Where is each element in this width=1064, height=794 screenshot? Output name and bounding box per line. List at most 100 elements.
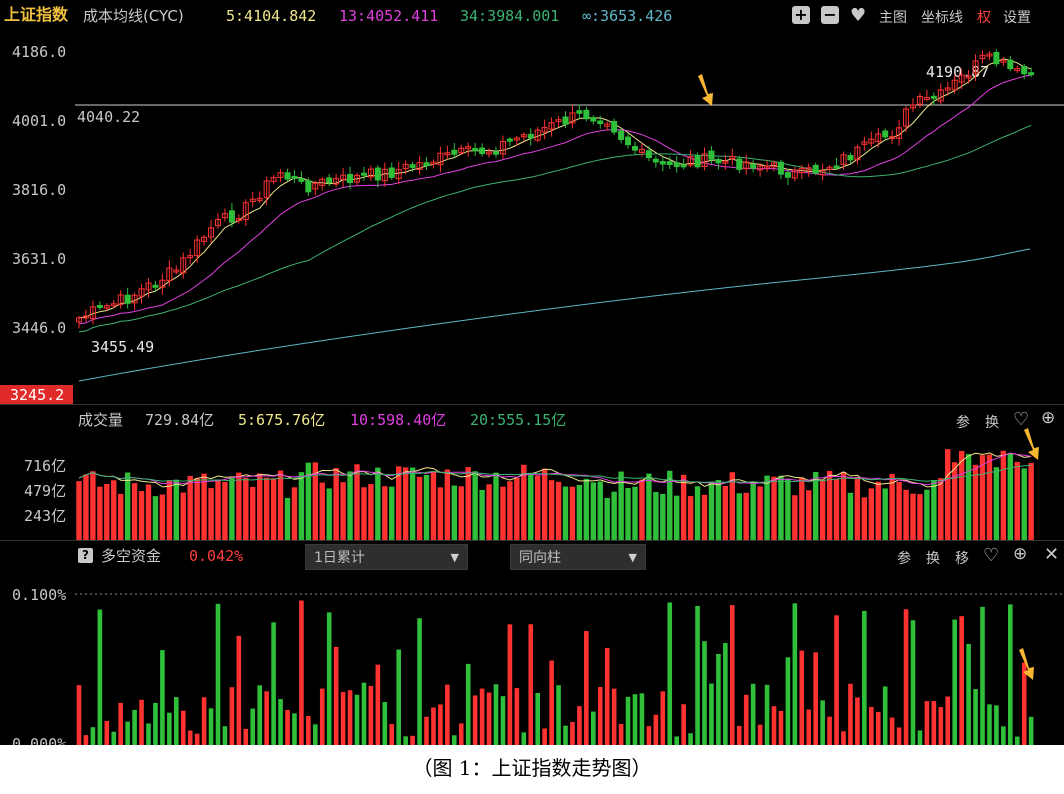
- volume-swap-button[interactable]: 换: [985, 415, 999, 431]
- volume-bar: [993, 467, 1000, 540]
- volume-bar: [653, 491, 659, 540]
- volume-bar: [1000, 450, 1007, 540]
- minus-icon[interactable]: −: [821, 6, 839, 24]
- fund-bar: [875, 711, 881, 745]
- rights-button[interactable]: 权: [977, 10, 991, 26]
- volume-bar: [562, 486, 569, 540]
- favorite-heart-icon[interactable]: ♥: [850, 5, 867, 26]
- candlestick: [951, 79, 958, 91]
- volume-bar: [819, 480, 826, 540]
- fund-ref-button[interactable]: 参: [897, 551, 911, 567]
- fund-bar: [709, 683, 714, 745]
- fund-bar: [674, 736, 679, 745]
- fund-swap-button[interactable]: 换: [926, 551, 940, 567]
- candlestick: [173, 269, 180, 273]
- candlestick: [256, 197, 263, 201]
- fund-bar: [528, 624, 534, 745]
- candlestick: [513, 137, 520, 141]
- candlestick: [416, 162, 423, 170]
- candlestick: [409, 164, 416, 168]
- candlestick: [166, 267, 173, 281]
- volume-bar: [361, 487, 367, 540]
- candlestick: [583, 109, 590, 120]
- candlestick: [381, 168, 388, 182]
- mode-select[interactable]: 同向柱 ▼: [510, 544, 646, 570]
- close-icon[interactable]: ✕: [1044, 544, 1060, 565]
- candlestick: [499, 141, 506, 155]
- fund-value: 0.042%: [189, 547, 244, 565]
- volume-bar: [145, 484, 152, 540]
- candlestick: [861, 141, 868, 145]
- period-select[interactable]: 1日累计 ▼: [305, 544, 468, 570]
- fund-bar: [403, 736, 408, 745]
- volume-bar: [326, 488, 332, 540]
- volume-bar: [354, 464, 360, 540]
- volume-bar: [194, 478, 200, 540]
- candlestick: [360, 172, 367, 176]
- price-tick-5: 3446.0: [12, 319, 67, 337]
- volume-bar: [382, 486, 388, 540]
- volume-bar: [270, 478, 277, 540]
- volume-bar: [111, 480, 117, 540]
- fund-bar: [83, 735, 89, 745]
- fund-bar: [222, 726, 228, 745]
- volume-heart-icon[interactable]: ♡: [1013, 409, 1030, 430]
- fund-bar: [271, 622, 276, 745]
- volume-bar: [333, 467, 339, 540]
- volume-bar: [555, 481, 562, 540]
- volume-bar: [861, 497, 868, 540]
- fund-zoom-icon[interactable]: ⊕: [1013, 544, 1028, 564]
- volume-bar: [201, 473, 207, 540]
- fund-bar: [966, 643, 971, 745]
- volume-bar: [229, 476, 235, 540]
- settings-button[interactable]: 设置: [1003, 10, 1031, 26]
- ma34-label: 34:3984.001: [460, 7, 560, 25]
- main-chart-button[interactable]: 主图: [879, 10, 907, 26]
- axis-line-button[interactable]: 坐标线: [921, 10, 963, 26]
- period-select-value: 1日累计: [314, 550, 365, 566]
- highlight-arrow-fund: [1019, 648, 1034, 680]
- fund-move-button[interactable]: 移: [955, 551, 969, 567]
- volume-bar: [896, 482, 902, 540]
- fund-bar: [97, 609, 103, 745]
- ma-inf-label: ∞:3653.426: [582, 7, 673, 25]
- candlestick: [680, 164, 687, 168]
- candlestick: [235, 218, 242, 222]
- volume-bar: [840, 471, 847, 540]
- volume-ref-button[interactable]: 参: [956, 415, 970, 431]
- candlestick: [527, 133, 534, 139]
- volume-bar: [708, 481, 715, 540]
- indicator-name[interactable]: 成本均线(CYC): [83, 7, 184, 25]
- volume-ma20: 20:555.15亿: [470, 411, 567, 429]
- fund-bar: [563, 725, 568, 745]
- candlestick: [903, 108, 910, 127]
- volume-bar: [1021, 468, 1027, 540]
- fund-bar: [445, 684, 450, 745]
- volume-bar: [423, 475, 430, 540]
- fund-bar: [639, 693, 645, 745]
- volume-bar: [806, 490, 812, 540]
- volume-bar: [826, 470, 833, 540]
- volume-bar: [291, 487, 298, 540]
- ma13-line: [78, 74, 1032, 325]
- help-icon[interactable]: ?: [78, 548, 93, 563]
- volume-bar: [952, 462, 958, 540]
- price-tick-1: 4186.0: [12, 43, 67, 61]
- fund-bar: [702, 641, 707, 745]
- volume-bar: [979, 455, 986, 540]
- candlestick: [194, 239, 201, 257]
- fund-bar: [375, 664, 381, 745]
- volume-zoom-icon[interactable]: ⊕: [1041, 408, 1056, 428]
- add-icon[interactable]: +: [792, 6, 810, 24]
- fund-heart-icon[interactable]: ♡: [983, 545, 1000, 566]
- fund-bar: [903, 609, 909, 745]
- fund-bar: [194, 733, 200, 745]
- candlestick: [249, 198, 256, 203]
- volume-bar: [83, 474, 89, 540]
- fund-bar: [917, 730, 923, 745]
- fund-bar: [243, 728, 249, 745]
- volume-bar: [687, 496, 694, 540]
- candlestick: [520, 134, 527, 138]
- fund-bar: [326, 612, 332, 745]
- candlestick: [89, 306, 96, 320]
